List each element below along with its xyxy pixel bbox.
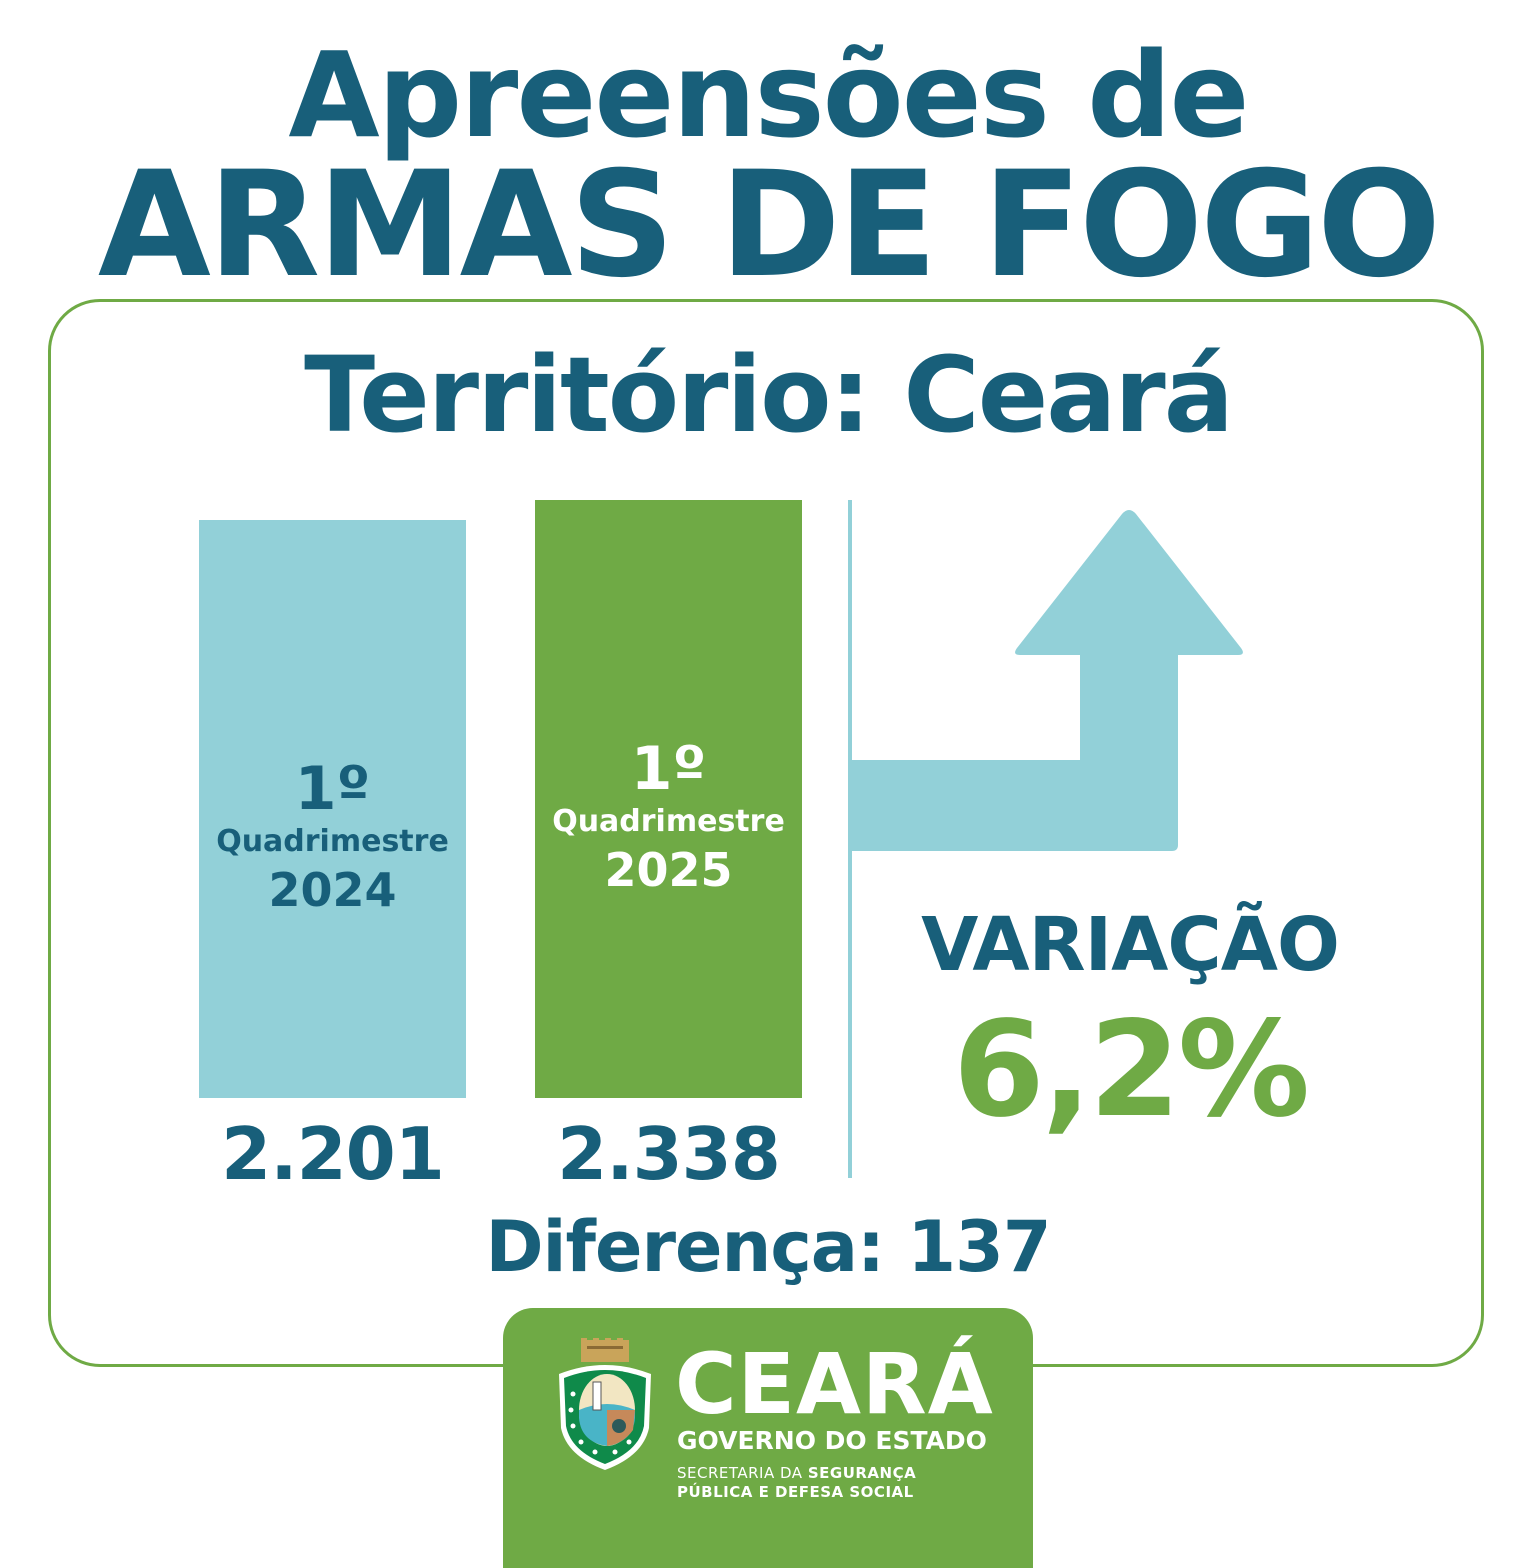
department-name: SECRETARIA DA SEGURANÇA PÚBLICA E DEFESA…: [677, 1464, 916, 1502]
brand-subtitle: GOVERNO DO ESTADO: [677, 1426, 987, 1455]
bar-2024-year: 2024: [268, 863, 397, 917]
bar-2025-period: Quadrimestre: [552, 804, 785, 839]
bar-2025-label: 1º Quadrimestre 2025: [525, 736, 812, 898]
bar-2025-year: 2025: [604, 843, 733, 897]
department-line-1: SECRETARIA DA SEGURANÇA: [677, 1464, 916, 1483]
bar-2025-ordinal: 1º: [630, 734, 707, 804]
bar-2025: 1º Quadrimestre 2025: [535, 500, 802, 1098]
department-line-1-bold: SEGURANÇA: [807, 1464, 917, 1482]
state-coat-of-arms-icon: [559, 1338, 651, 1470]
title-line-1: Apreensões de: [288, 26, 1249, 164]
value-2024: 2.201: [221, 1112, 445, 1196]
bar-2024-label: 1º Quadrimestre 2024: [189, 756, 476, 918]
bar-2024: 1º Quadrimestre 2024: [199, 520, 466, 1098]
arrow-up-icon: [850, 510, 1243, 851]
difference-text: Diferença: 137: [485, 1206, 1051, 1288]
bar-2024-ordinal: 1º: [294, 754, 371, 824]
department-line-1-regular: SECRETARIA DA: [677, 1464, 808, 1482]
title-line-2: ARMAS DE FOGO: [97, 140, 1441, 310]
department-line-2: PÚBLICA E DEFESA SOCIAL: [677, 1483, 916, 1502]
bar-2024-period: Quadrimestre: [216, 824, 449, 859]
brand-name: CEARÁ: [675, 1335, 994, 1433]
territory-heading: Território: Ceará: [304, 334, 1234, 456]
footer-brand-block: CEARÁ GOVERNO DO ESTADO SECRETARIA DA SE…: [503, 1308, 1033, 1568]
variation-value: 6,2%: [952, 993, 1310, 1147]
department-line-2-bold: PÚBLICA E DEFESA SOCIAL: [677, 1483, 914, 1501]
variation-label: VARIAÇÃO: [921, 902, 1340, 988]
value-2025: 2.338: [557, 1112, 781, 1196]
